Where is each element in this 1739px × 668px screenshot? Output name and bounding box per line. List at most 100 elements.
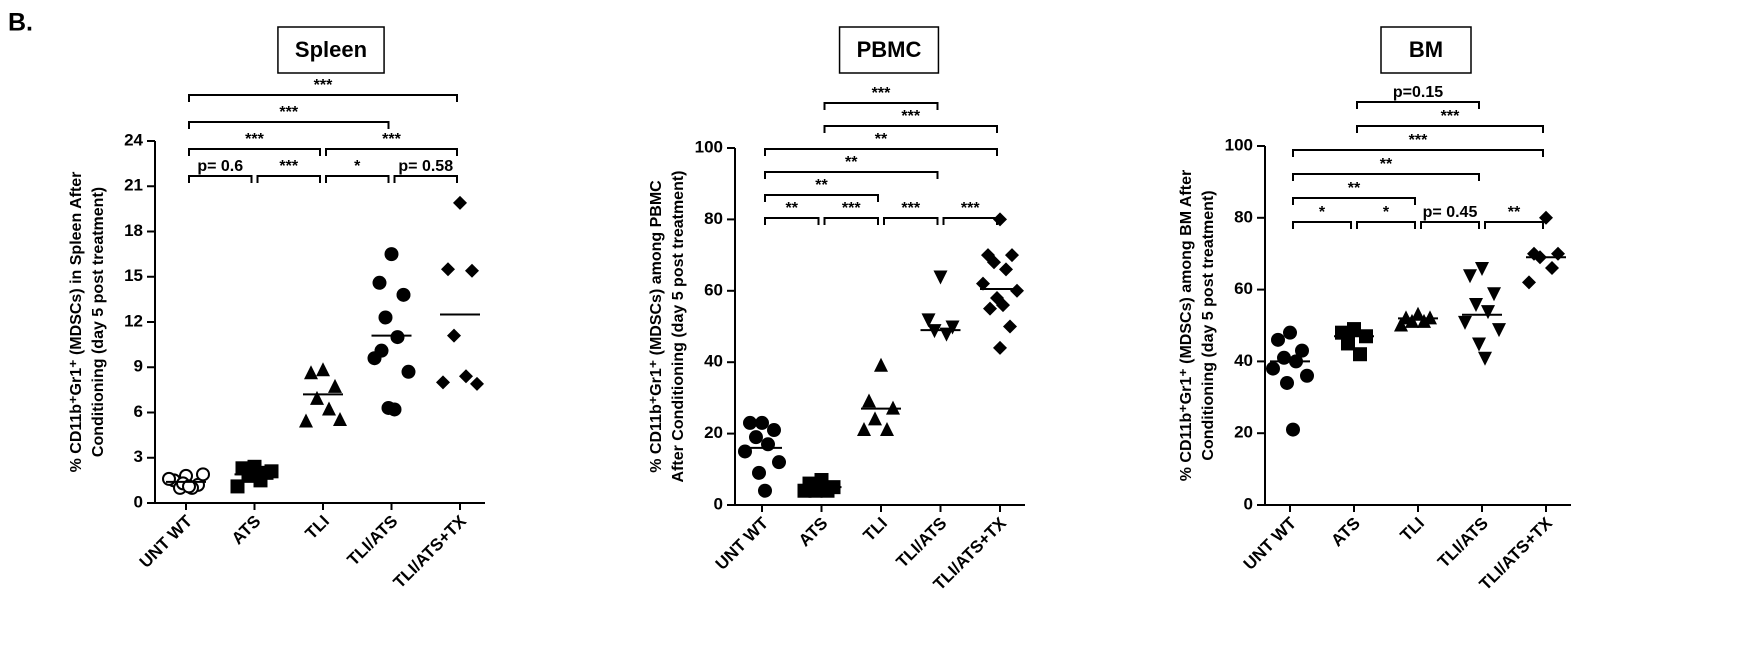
bracket [188, 148, 321, 156]
point [1347, 322, 1361, 337]
comparison-label: *** [279, 104, 298, 121]
x-tick-label: TLI/ATS+TX [390, 511, 471, 592]
point [862, 393, 876, 408]
point [1522, 275, 1536, 290]
point [868, 411, 882, 426]
bracket [1356, 125, 1544, 133]
point [758, 483, 772, 498]
bracket [1292, 221, 1352, 229]
point [921, 313, 936, 328]
point [1475, 262, 1489, 277]
y-tick-label: 0 [134, 492, 143, 511]
bracket [393, 175, 458, 183]
point [1341, 336, 1355, 351]
y-tick-label: 12 [124, 311, 143, 330]
x-tick-label: TLI/ATS [893, 514, 951, 572]
bracket [1292, 173, 1480, 181]
bracket [1484, 221, 1544, 229]
point [797, 483, 812, 498]
x-tick-label: UNT WT [1240, 513, 1301, 574]
comparison-label: *** [245, 131, 264, 148]
point [999, 262, 1013, 277]
comparison-label: * [1319, 204, 1326, 221]
point [1010, 283, 1024, 298]
y-tick-label: 9 [134, 357, 143, 376]
bracket [764, 194, 879, 202]
point [387, 402, 402, 417]
chart-title: BM [1409, 37, 1443, 62]
point [1469, 297, 1483, 312]
comparison-label: *** [279, 158, 298, 175]
point [196, 467, 210, 482]
point [322, 401, 336, 416]
point [857, 422, 871, 437]
point [396, 287, 411, 302]
bracket [823, 102, 939, 110]
y-tick-label: 100 [1225, 135, 1253, 154]
panel-label: B. [8, 9, 33, 37]
point [1487, 287, 1501, 302]
comparison-label: *** [901, 200, 920, 217]
point [182, 479, 196, 494]
point [1417, 313, 1431, 328]
y-tick-label: 20 [1234, 423, 1253, 442]
bracket [764, 217, 820, 225]
point [874, 357, 888, 372]
comparison-label: *** [961, 200, 980, 217]
comparison-label: ** [815, 177, 828, 194]
bracket [764, 148, 998, 156]
point [1394, 317, 1408, 332]
bracket [1420, 221, 1480, 229]
point [241, 468, 256, 483]
point [1280, 375, 1294, 390]
y-axis-label: After Conditioning (day 5 post treatment… [670, 171, 687, 483]
point [436, 375, 450, 390]
comparison-label: *** [842, 200, 861, 217]
bracket [823, 125, 998, 133]
point [752, 465, 766, 480]
bracket [188, 121, 390, 129]
point [749, 430, 763, 445]
comparison-label: p=0.15 [1393, 84, 1443, 101]
point [1300, 368, 1314, 383]
y-axis-label: Conditioning (day 5 post treatment) [90, 187, 107, 457]
chart-title: PBMC [857, 37, 922, 62]
y-tick-label: 80 [1234, 207, 1253, 226]
point [820, 483, 835, 498]
bracket [764, 171, 939, 179]
point [993, 340, 1007, 355]
bracket [188, 175, 253, 183]
point [772, 455, 786, 470]
bracket [883, 217, 939, 225]
y-axis-label: % CD11b⁺Gr1⁺ (MDSCs) among PBMC [648, 180, 665, 473]
title-box [838, 26, 940, 74]
x-tick-label: TLI/ATS [344, 512, 402, 570]
comparison-label: ** [1380, 156, 1393, 173]
point [310, 390, 324, 405]
x-tick-label: ATS [1327, 514, 1364, 551]
comparison-label: * [1383, 204, 1390, 221]
y-tick-label: 40 [1234, 351, 1253, 370]
point [1353, 347, 1367, 362]
point [996, 298, 1010, 313]
comparison-label: *** [1441, 108, 1460, 125]
point [1286, 422, 1300, 437]
x-tick-label: TLI [1397, 514, 1428, 545]
comparison-label: ** [786, 200, 799, 217]
point [933, 270, 948, 285]
point [441, 262, 455, 277]
point [384, 247, 399, 262]
comparison-label: ** [1508, 204, 1521, 221]
x-tick-label: ATS [795, 514, 832, 551]
point [939, 327, 954, 342]
bracket [1356, 221, 1416, 229]
point [230, 479, 245, 494]
point [316, 362, 330, 377]
point [1005, 248, 1019, 263]
y-axis-label: % CD11b⁺Gr1⁺ (MDSCs) in Spleen After [68, 172, 85, 473]
point [1478, 351, 1492, 366]
point [1271, 332, 1285, 347]
comparison-label: *** [382, 131, 401, 148]
point [1295, 343, 1309, 358]
